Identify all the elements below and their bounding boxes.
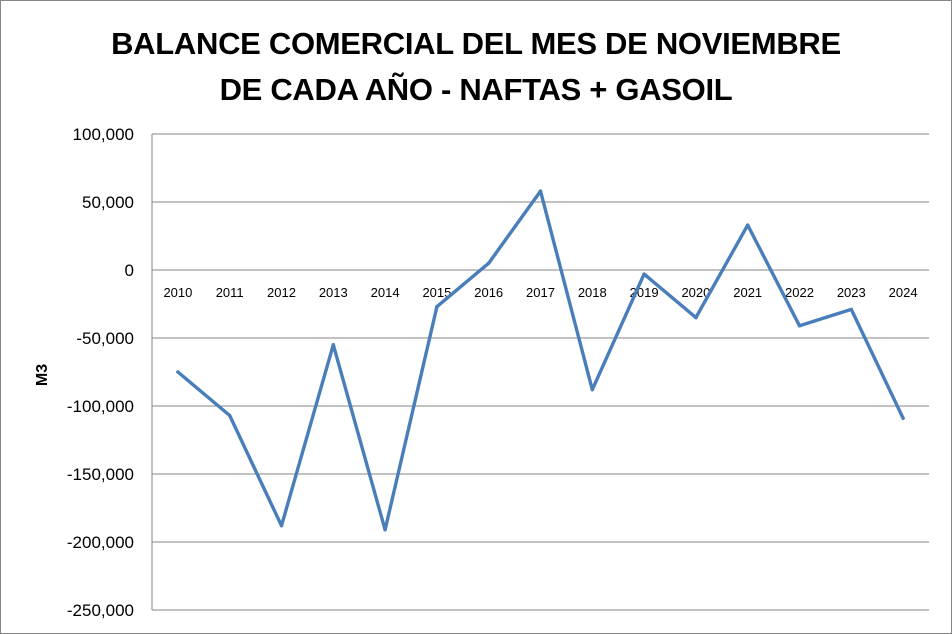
y-tick-label: -200,000 — [67, 533, 134, 552]
x-tick-label: 2015 — [422, 285, 451, 300]
y-tick-label: 50,000 — [82, 193, 134, 212]
x-tick-label: 2010 — [163, 285, 192, 300]
grid-layer — [151, 133, 929, 611]
x-axis-ticks: 2010 2011 2012 2013 2014 2015 2016 2017 2018 2019… — [163, 285, 917, 300]
data-point — [746, 223, 750, 227]
data-point — [590, 387, 594, 392]
y-tick-label: -50,000 — [76, 329, 134, 348]
data-point — [849, 307, 853, 312]
y-tick-label: -250,000 — [67, 601, 134, 620]
data-point — [642, 272, 646, 276]
y-axis-label: M3 — [34, 364, 51, 386]
x-tick-label: 2022 — [785, 285, 814, 300]
y-tick-label: -100,000 — [67, 397, 134, 416]
data-point — [331, 343, 335, 347]
y-tick-label: 0 — [125, 261, 134, 280]
chart-title-line-1: BALANCE COMERCIAL DEL MES DE NOVIEMBRE — [111, 26, 841, 61]
data-point — [383, 528, 387, 532]
x-tick-label: 2023 — [837, 285, 866, 300]
data-point — [228, 413, 232, 418]
x-tick-label: 2014 — [371, 285, 400, 300]
x-tick-label: 2016 — [474, 285, 503, 300]
series-line — [176, 189, 905, 532]
x-tick-label: 2013 — [319, 285, 348, 300]
x-tick-label: 2012 — [267, 285, 296, 300]
x-tick-label: 2017 — [526, 285, 555, 300]
series-layer — [176, 189, 905, 532]
data-point — [176, 370, 180, 374]
data-point — [797, 324, 802, 328]
data-point — [694, 315, 698, 320]
x-tick-label: 2021 — [733, 285, 762, 300]
x-tick-label: 2018 — [578, 285, 607, 300]
data-point — [435, 305, 439, 309]
y-tick-label: 100,000 — [73, 125, 134, 144]
data-point — [901, 416, 905, 420]
data-point — [538, 189, 543, 193]
y-tick-label: -150,000 — [67, 465, 134, 484]
data-point — [279, 523, 284, 528]
x-tick-label: 2020 — [681, 285, 710, 300]
x-tick-label: 2011 — [216, 285, 244, 300]
data-point — [487, 261, 491, 265]
y-axis-ticks: 100,000 50,000 0 -50,000 -100,000 -150,000 -20… — [67, 125, 134, 620]
chart-title-line-2: DE CADA AÑO - NAFTAS + GASOIL — [220, 72, 733, 107]
x-tick-label: 2024 — [889, 285, 918, 300]
